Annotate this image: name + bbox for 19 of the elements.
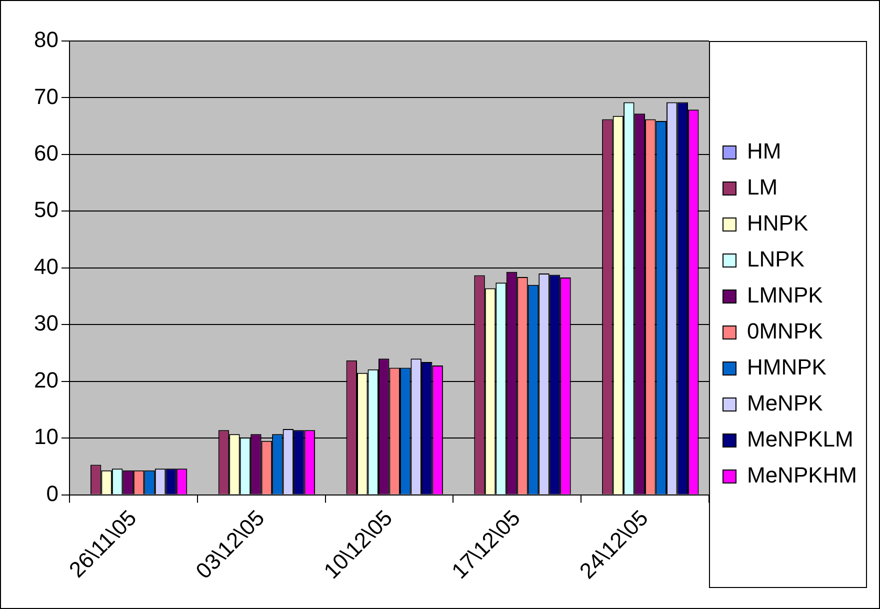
legend-label: LM	[746, 174, 778, 200]
legend-label: LNPK	[746, 246, 805, 272]
y-tick-label: 50	[34, 197, 58, 222]
legend-label: 0MNPK	[746, 318, 824, 344]
legend-label: HM	[746, 138, 782, 164]
legend-label: LMNPK	[746, 282, 824, 308]
legend-label: HMNPK	[746, 354, 827, 380]
y-tick-label: 20	[34, 367, 58, 392]
legend-label: MeNPKHM	[746, 462, 858, 488]
y-tick-label: 30	[34, 310, 58, 336]
legend-label: MeNPK	[746, 390, 824, 416]
legend-label: HNPK	[746, 210, 808, 236]
y-tick-label: 80	[34, 27, 58, 52]
legend-label: MeNPKLM	[746, 426, 854, 452]
y-tick-label: 0	[46, 480, 58, 506]
y-tick-label: 70	[34, 84, 58, 109]
y-tick-label: 40	[34, 254, 58, 279]
y-tick-label: 10	[34, 424, 58, 450]
y-tick-label: 60	[34, 140, 58, 166]
